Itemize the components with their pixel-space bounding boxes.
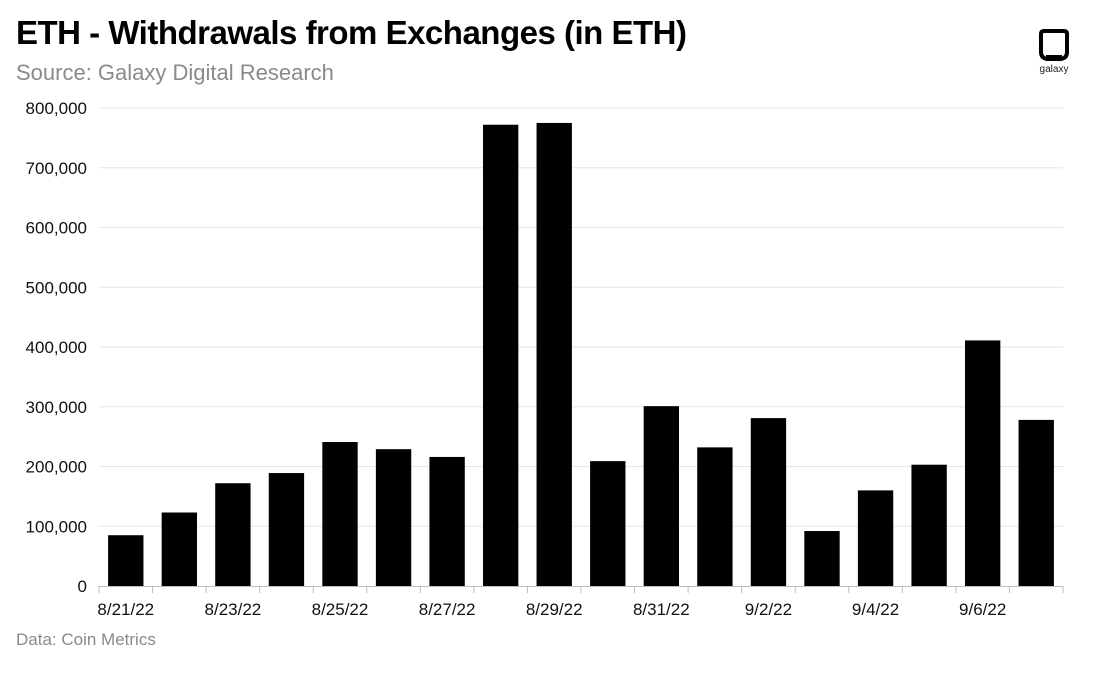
bar [697,447,733,586]
bar [857,490,894,586]
y-tick-label: 500,000 [26,278,87,297]
bar [911,464,947,586]
bar [322,442,358,586]
y-tick-label: 0 [78,577,87,596]
bar [482,124,519,586]
bar [108,535,144,586]
bar [1018,419,1054,586]
grid-lines [99,107,1063,527]
bar [643,406,680,586]
galaxy-logo-text: galaxy [1039,64,1069,75]
x-tick-label: 8/29/22 [526,600,583,619]
bar [161,512,198,586]
bar [964,340,1001,586]
x-tick-label: 8/31/22 [633,600,690,619]
y-tick-label: 300,000 [26,398,87,417]
y-tick-label: 200,000 [26,458,87,477]
x-tick-label: 8/27/22 [419,600,476,619]
y-tick-label: 700,000 [26,159,87,178]
bar [804,531,840,586]
bar [536,122,572,586]
bar [268,473,305,586]
data-source-note: Data: Coin Metrics [16,630,156,649]
x-tick-label: 8/25/22 [312,600,369,619]
x-axis-ticks: 8/21/22 8/23/22 8/25/22 8/27/22 8/29/22 8/31/… [97,586,1064,619]
x-tick-label: 8/21/22 [97,600,154,619]
galaxy-logo: galaxy [1030,28,1078,75]
y-tick-label: 100,000 [26,517,87,536]
chart-subtitle: Source: Galaxy Digital Research [16,60,334,85]
bar [215,483,251,586]
y-tick-label: 400,000 [26,338,87,357]
x-tick-label: 9/6/22 [959,600,1006,619]
bar [590,461,626,586]
y-tick-label: 600,000 [26,219,87,238]
y-tick-label: 800,000 [26,99,87,118]
x-tick-label: 8/23/22 [205,600,262,619]
x-tick-label: 9/2/22 [745,600,792,619]
chart-title: ETH - Withdrawals from Exchanges (in ETH… [16,14,687,51]
y-axis-ticks: 0 100,000 200,000 300,000 400,000 500,000 600,… [26,99,87,596]
galaxy-logo-icon [1039,29,1069,61]
bar [375,449,412,586]
bars [108,122,1054,586]
x-tick-label: 9/4/22 [852,600,899,619]
bar [750,418,787,586]
bar [429,456,465,586]
